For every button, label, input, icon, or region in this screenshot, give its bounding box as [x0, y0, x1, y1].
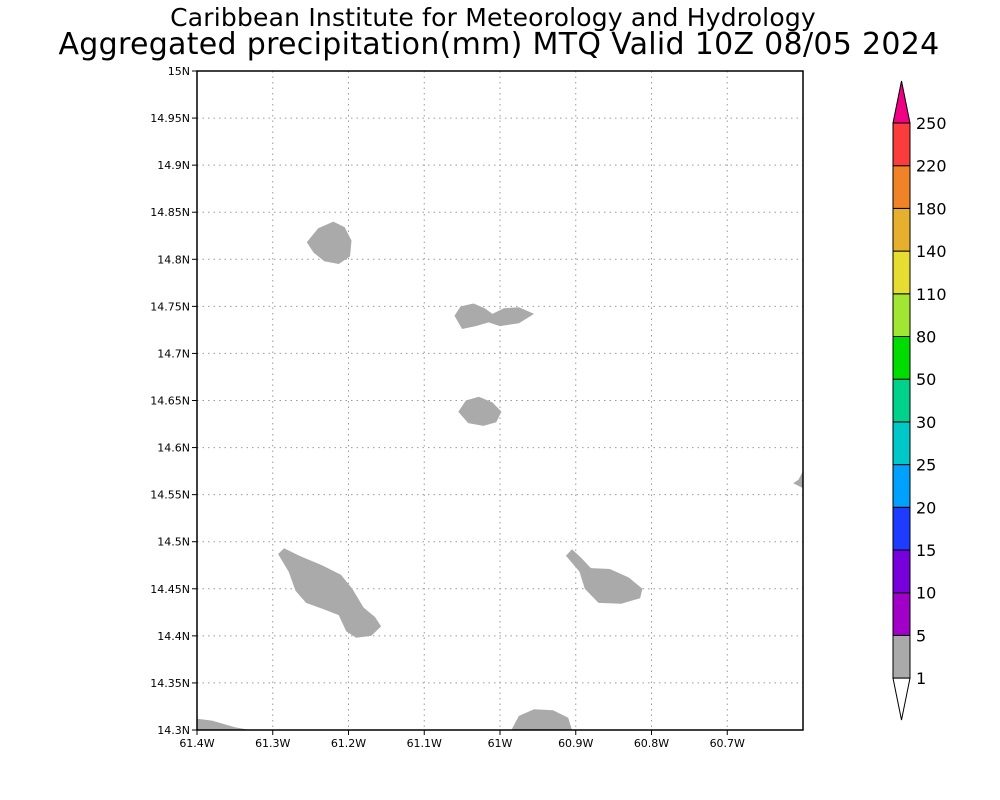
- rain-area-8: [511, 709, 572, 730]
- colorbar-label: 15: [916, 541, 936, 560]
- colorbar-segment: [892, 464, 911, 508]
- colorbar-label: 180: [916, 199, 947, 218]
- x-tick-label: 61.2W: [331, 737, 366, 750]
- colorbar-label: 30: [916, 413, 936, 432]
- y-tick-label: 14.65N: [150, 395, 190, 408]
- x-tick-label: 60.7W: [710, 737, 745, 750]
- rain-area-7: [197, 718, 250, 730]
- colorbar-label: 140: [916, 242, 947, 261]
- colorbar-segment: [892, 250, 911, 295]
- colorbar-segment: [892, 336, 911, 380]
- y-tick-label: 14.3N: [157, 724, 190, 737]
- colorbar-segment: [892, 165, 911, 209]
- colorbar-segment: [892, 421, 911, 466]
- y-tick-label: 14.9N: [157, 159, 190, 172]
- rain-area-3: [458, 396, 502, 426]
- colorbar-label: 220: [916, 157, 947, 176]
- colorbar-segment: [892, 122, 911, 167]
- y-tick-label: 14.4N: [157, 630, 190, 643]
- chart-title-institute: Caribbean Institute for Meteorology and …: [170, 3, 816, 32]
- colorbar-segment: [892, 634, 911, 679]
- colorbar-label: 80: [916, 328, 936, 347]
- rain-area-4: [793, 471, 803, 489]
- rain-area-6: [565, 549, 643, 604]
- colorbar-label: 1: [916, 669, 926, 688]
- rain-area-2: [454, 303, 535, 329]
- y-tick-label: 14.35N: [150, 677, 190, 690]
- rain-areas: [197, 221, 803, 730]
- rain-area-5: [278, 548, 382, 638]
- y-tick-label: 14.8N: [157, 253, 190, 266]
- colorbar-label: 250: [916, 114, 947, 133]
- colorbar-label: 5: [916, 626, 926, 645]
- y-tick-label: 14.95N: [150, 112, 190, 125]
- x-tick-label: 60.9W: [558, 737, 593, 750]
- y-axis-ticks: 14.3N 14.35N 14.4N 14.45N 14.5N 14.55N 14.6N 14…: [150, 65, 197, 737]
- y-tick-label: 14.45N: [150, 583, 190, 596]
- x-tick-label: 61W: [488, 737, 513, 750]
- chart-title-product: Aggregated precipitation(mm) MTQ Valid 1…: [58, 27, 940, 62]
- y-tick-label: 14.55N: [150, 489, 190, 502]
- y-tick-label: 14.7N: [157, 347, 190, 360]
- x-tick-label: 60.8W: [634, 737, 669, 750]
- colorbar-under-triangle: [892, 677, 911, 721]
- colorbar-label: 50: [916, 370, 936, 389]
- colorbar-segment: [892, 207, 911, 252]
- colorbar-label: 10: [916, 584, 936, 603]
- rain-area-1: [306, 221, 352, 264]
- y-tick-label: 14.85N: [150, 206, 190, 219]
- colorbar-label: 20: [916, 498, 936, 517]
- x-tick-label: 61.3W: [255, 737, 290, 750]
- colorbar-label: 25: [916, 456, 936, 475]
- x-tick-label: 61.1W: [407, 737, 442, 750]
- colorbar-segment: [892, 592, 911, 636]
- colorbar-segment: [892, 378, 911, 423]
- y-tick-label: 15N: [168, 65, 190, 78]
- colorbar-label: 110: [916, 285, 947, 304]
- x-axis-ticks: 61.4W 61.3W 61.2W 61.1W 61W 60.9W 60.8W 60.7W: [179, 730, 745, 750]
- colorbar-segment: [892, 549, 911, 594]
- y-tick-label: 14.5N: [157, 536, 190, 549]
- y-tick-label: 14.75N: [150, 300, 190, 313]
- colorbar-segment: [892, 506, 911, 551]
- colorbar-segment: [892, 293, 911, 337]
- y-tick-label: 14.6N: [157, 442, 190, 455]
- grid-lines: [197, 71, 803, 730]
- colorbar-over-triangle: [892, 80, 911, 124]
- x-tick-label: 61.4W: [179, 737, 214, 750]
